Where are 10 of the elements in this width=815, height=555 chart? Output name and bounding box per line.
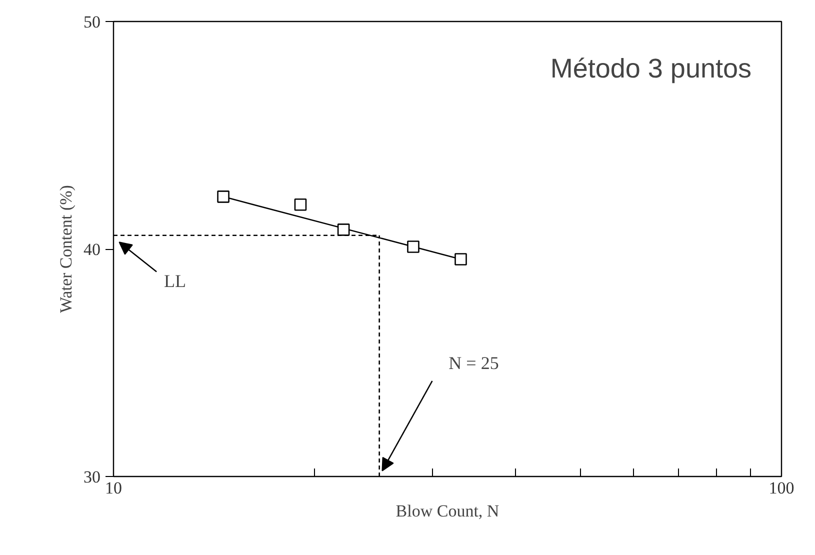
x-tick-label: 100 <box>768 478 794 498</box>
annotation: N = 25 <box>448 352 499 373</box>
annotation: Método 3 puntos <box>550 54 752 84</box>
x-tick-label: 10 <box>105 478 122 498</box>
x-axis-title: Blow Count, N <box>396 502 500 520</box>
y-tick-label: 30 <box>84 468 100 486</box>
annotation: LL <box>164 270 186 291</box>
y-tick-label: 40 <box>84 240 100 259</box>
y-axis-title: Water Content (%) <box>56 185 76 313</box>
y-tick-label: 50 <box>84 12 100 32</box>
